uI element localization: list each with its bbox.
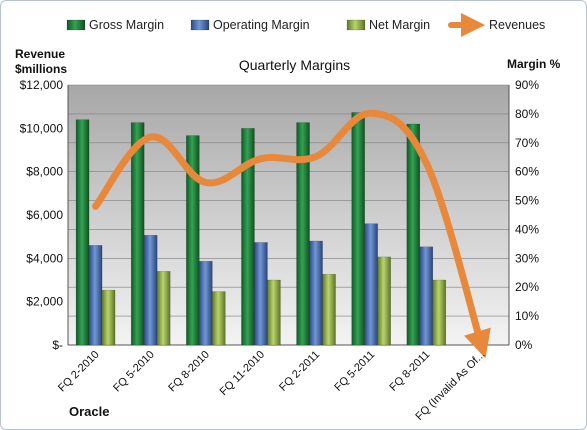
operating-margin-swatch <box>190 19 210 31</box>
right-tick-label: 10% <box>515 309 539 323</box>
net-margin-bar <box>267 279 281 346</box>
x-tick-label: FQ 5-2010 <box>111 349 157 395</box>
gross-margin-swatch <box>66 19 86 31</box>
legend-revenues: Revenues <box>489 18 546 32</box>
right-tick-label: 20% <box>515 280 539 294</box>
operating-margin-bar <box>364 223 378 346</box>
x-tick-label: FQ 8-2010 <box>166 349 212 395</box>
gross-margin-bar <box>296 122 310 346</box>
left-axis-label: Revenue $millions <box>15 47 67 77</box>
right-tick-label: 90% <box>515 78 539 92</box>
net-margin-swatch <box>346 19 366 31</box>
gross-margin-bar <box>186 135 200 346</box>
legend-operating-margin: Operating Margin <box>213 18 310 32</box>
company-label: Oracle <box>69 404 110 419</box>
left-tick-label: $- <box>52 338 63 352</box>
x-tick-label: FQ 11-2010 <box>218 349 267 398</box>
right-tick-label: 0% <box>515 338 533 352</box>
x-tick-label: FQ 2-2010 <box>56 349 102 395</box>
left-axis-label-line2: $millions <box>15 62 68 76</box>
net-margin-bar <box>156 271 171 346</box>
net-margin-bar <box>212 291 226 346</box>
right-axis-label: Margin % <box>507 57 561 71</box>
left-tick-label: $8,000 <box>26 165 63 179</box>
net-margin-bar <box>432 279 447 346</box>
operating-margin-bar <box>199 260 213 346</box>
legend-swatches <box>66 13 485 37</box>
chart-title: Quarterly Margins <box>238 57 351 73</box>
left-axis-ticks: $12,000 $10,000 $8,000 $6,000 $4,000 $2,000 $- <box>20 78 64 352</box>
x-axis-ticks: FQ 2-2010 FQ 5-2010 FQ 8-2010 FQ 11-2010 FQ … <box>56 349 488 423</box>
operating-margin-bar <box>88 245 103 346</box>
gross-margin-bar <box>130 122 145 346</box>
gross-margin-bar <box>75 119 90 346</box>
bar-group <box>75 112 447 346</box>
legend-net-margin: Net Margin <box>369 18 431 32</box>
operating-margin-bar <box>143 234 158 346</box>
gross-margin-bar <box>406 123 421 346</box>
left-tick-label: $6,000 <box>26 208 63 222</box>
net-margin-bar <box>101 289 116 346</box>
net-margin-bar <box>322 273 336 346</box>
operating-margin-bar <box>254 242 268 346</box>
revenue-line <box>92 109 491 359</box>
legend-gross-margin: Gross Margin <box>89 18 165 32</box>
left-tick-label: $2,000 <box>26 295 63 309</box>
gross-margin-bar <box>351 112 365 346</box>
x-tick-label: FQ 8-2011 <box>387 349 432 394</box>
operating-margin-bar <box>309 240 323 346</box>
right-tick-label: 50% <box>515 194 539 208</box>
left-axis-label-line1: Revenue <box>15 47 66 61</box>
x-tick-label: FQ 5-2011 <box>332 349 377 394</box>
right-axis-ticks: 90% 80% 70% 60% 50% 40% 30% 20% 10% 0% <box>515 78 539 352</box>
left-tick-label: $12,000 <box>20 78 64 92</box>
net-margin-bar <box>377 256 391 346</box>
right-tick-label: 80% <box>515 107 539 121</box>
right-tick-label: 60% <box>515 165 539 179</box>
x-tick-label: FQ 2-2011 <box>277 349 322 394</box>
revenue-line-group <box>92 109 491 359</box>
right-tick-label: 30% <box>515 251 539 265</box>
left-tick-label: $4,000 <box>26 251 63 265</box>
right-tick-label: 70% <box>515 136 539 150</box>
right-tick-label: 40% <box>515 222 539 236</box>
operating-margin-bar <box>419 246 434 346</box>
left-tick-label: $10,000 <box>20 121 64 135</box>
gross-margin-bar <box>241 128 255 346</box>
